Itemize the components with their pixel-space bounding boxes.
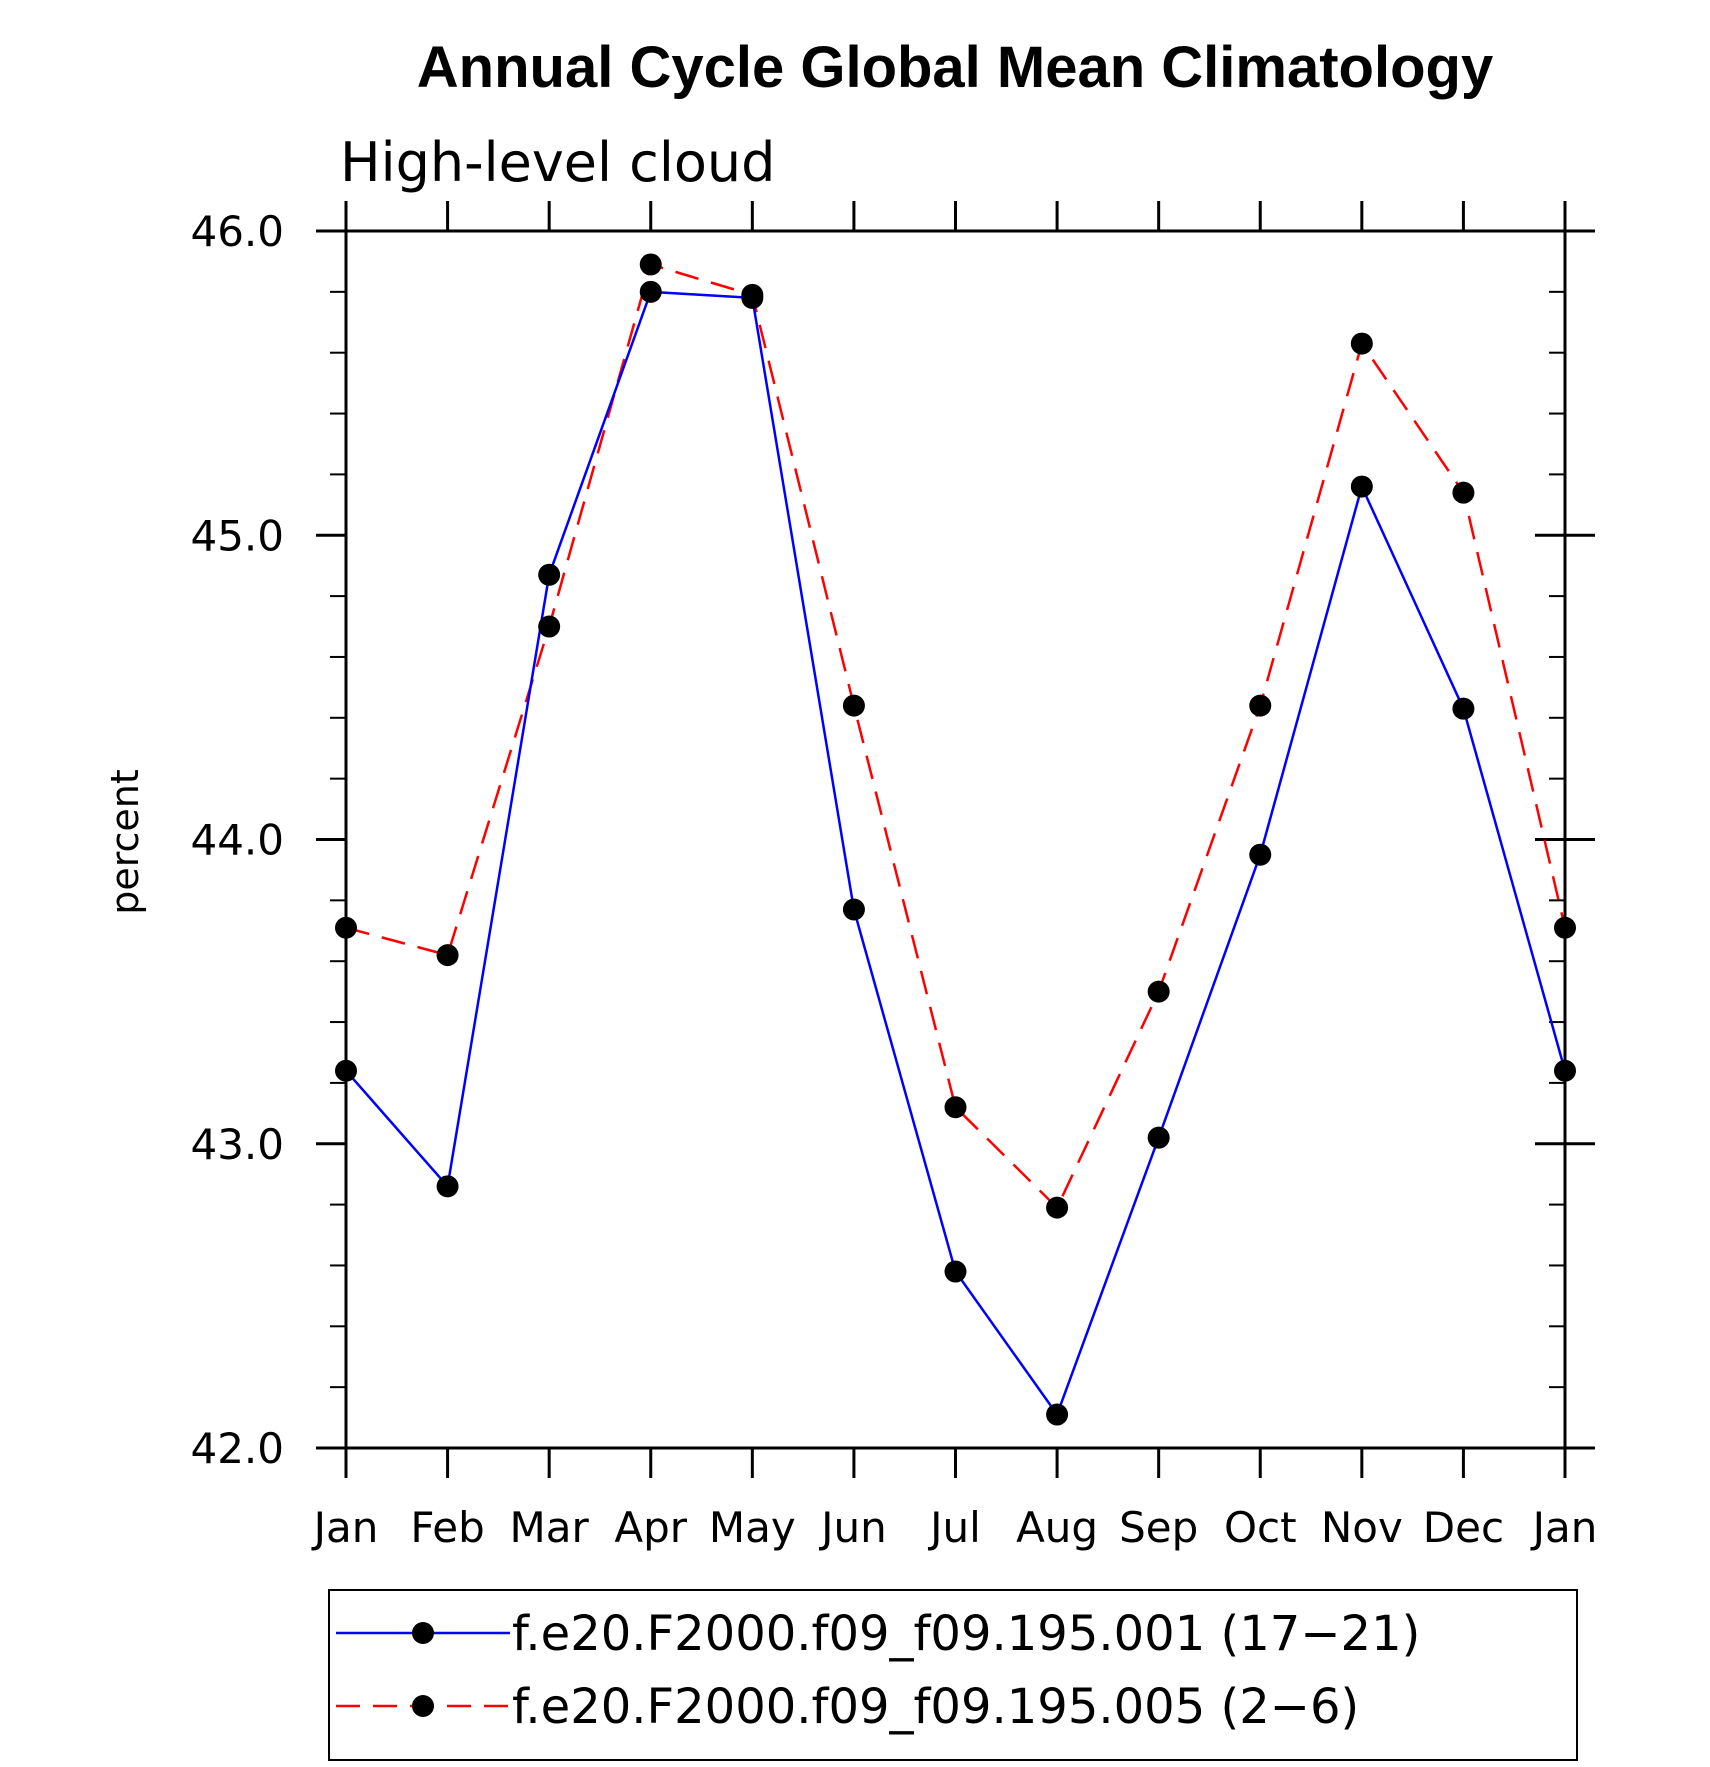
chart-subtitle: High-level cloud	[340, 131, 775, 194]
x-tick-label: Aug	[1016, 1503, 1098, 1552]
data-point-series-1	[1249, 843, 1272, 866]
data-point-series-1	[1350, 475, 1373, 498]
x-tick-label: Mar	[510, 1503, 590, 1552]
data-point-series-2	[1452, 481, 1475, 504]
y-axis-label: percent	[103, 769, 147, 915]
data-point-series-2	[944, 1096, 967, 1119]
x-tick-label: Apr	[614, 1503, 687, 1552]
x-tick-label: Jun	[818, 1503, 887, 1552]
legend-label-series-2: f.e20.F2000.f09_f09.195.005 (2−6)	[512, 1679, 1359, 1735]
legend-box	[328, 1589, 1578, 1761]
data-point-series-2	[842, 694, 865, 717]
data-point-series-1	[335, 1059, 357, 1082]
data-point-series-1	[1147, 1126, 1170, 1149]
data-point-series-1	[842, 898, 865, 921]
data-point-series-2	[1554, 916, 1576, 939]
y-tick-label: 42.0	[190, 1424, 284, 1473]
data-point-series-2	[1046, 1196, 1069, 1219]
data-point-series-2	[335, 916, 357, 939]
tick-marks	[316, 201, 1595, 1478]
y-tick-label: 46.0	[190, 207, 284, 256]
y-tick-label: 45.0	[190, 511, 284, 560]
series-markers	[335, 253, 1576, 1426]
legend-marker-series-1	[412, 1622, 434, 1644]
x-tick-labels: Jan Feb Mar Apr May Jun Jul Aug Sep Oct Nov Dec Jan	[311, 1503, 1598, 1552]
x-tick-label: Jul	[927, 1503, 981, 1552]
x-tick-label: May	[709, 1503, 796, 1552]
x-tick-label: Jan	[311, 1503, 379, 1552]
x-tick-label: Dec	[1423, 1503, 1504, 1552]
y-tick-label: 43.0	[190, 1120, 284, 1169]
chart-title: Annual Cycle Global Mean Climatology	[417, 35, 1493, 100]
data-point-series-1	[1046, 1403, 1069, 1426]
data-point-series-1	[1452, 697, 1475, 720]
y-tick-label: 44.0	[190, 816, 284, 865]
x-tick-label: Sep	[1119, 1503, 1198, 1552]
data-point-series-1	[1554, 1059, 1576, 1082]
y-tick-labels: 42.0 43.0 44.0 45.0 46.0	[190, 207, 284, 1473]
data-point-series-2	[436, 944, 459, 967]
legend: f.e20.F2000.f09_f09.195.001 (17−21) f.e2…	[328, 1589, 1578, 1761]
series-line-1	[345, 290, 1567, 1416]
series-line-2	[345, 263, 1567, 1209]
legend-marker-series-2	[412, 1695, 434, 1717]
x-tick-label: Jan	[1530, 1503, 1598, 1552]
data-point-series-1	[944, 1260, 967, 1283]
x-tick-label: Oct	[1224, 1503, 1297, 1552]
x-tick-label: Feb	[410, 1503, 484, 1552]
data-point-series-1	[639, 280, 662, 303]
data-point-series-1	[436, 1175, 459, 1198]
data-point-series-2	[538, 615, 561, 638]
data-point-series-2	[639, 253, 662, 276]
legend-label-series-1: f.e20.F2000.f09_f09.195.001 (17−21)	[512, 1606, 1420, 1662]
data-point-series-1	[538, 563, 561, 586]
series-lines	[345, 263, 1567, 1416]
data-point-series-2	[1249, 694, 1272, 717]
data-point-series-2	[1350, 332, 1373, 355]
x-tick-label: Nov	[1321, 1503, 1403, 1552]
data-point-series-1	[741, 286, 764, 309]
data-point-series-2	[1147, 980, 1170, 1003]
